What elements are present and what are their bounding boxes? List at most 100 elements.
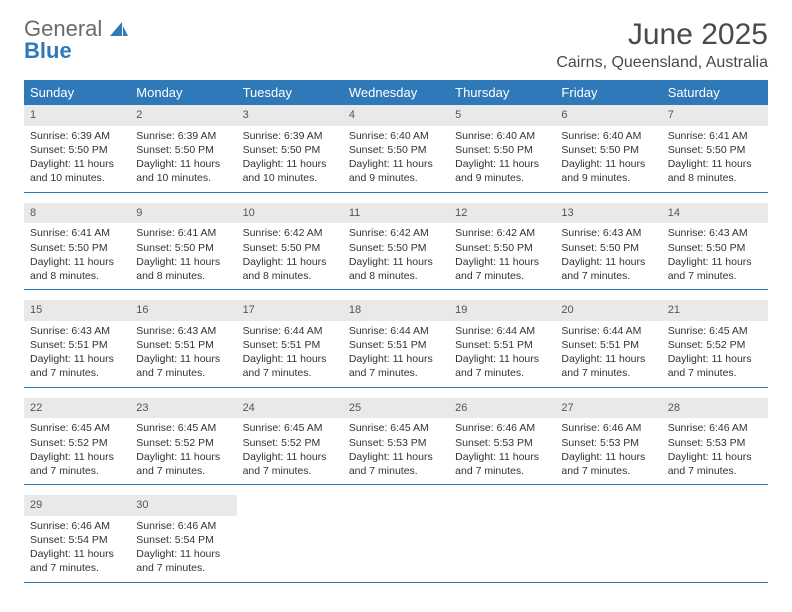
sunrise-text: Sunrise: 6:45 AM [243,421,337,435]
sunrise-text: Sunrise: 6:45 AM [136,421,230,435]
day-cell: 5Sunrise: 6:40 AMSunset: 5:50 PMDaylight… [449,105,555,192]
sunset-text: Sunset: 5:50 PM [349,241,443,255]
daylight-text: Daylight: 11 hours and 7 minutes. [668,352,762,380]
sunset-text: Sunset: 5:50 PM [455,241,549,255]
sunrise-text: Sunrise: 6:44 AM [455,324,549,338]
daylight-text: Daylight: 11 hours and 7 minutes. [668,255,762,283]
sunrise-text: Sunrise: 6:42 AM [455,226,549,240]
sunrise-text: Sunrise: 6:44 AM [243,324,337,338]
daylight-text: Daylight: 11 hours and 7 minutes. [455,352,549,380]
day-header: Sunday [24,80,130,105]
day-body: Sunrise: 6:46 AMSunset: 5:53 PMDaylight:… [662,418,768,484]
sunrise-text: Sunrise: 6:43 AM [136,324,230,338]
day-cell: 25Sunrise: 6:45 AMSunset: 5:53 PMDayligh… [343,398,449,485]
day-header: Saturday [662,80,768,105]
day-cell: 19Sunrise: 6:44 AMSunset: 5:51 PMDayligh… [449,300,555,387]
day-cell: 3Sunrise: 6:39 AMSunset: 5:50 PMDaylight… [237,105,343,192]
day-number: 6 [555,105,661,126]
sunrise-text: Sunrise: 6:44 AM [561,324,655,338]
logo-text-2: Blue [24,38,72,63]
day-cell: 16Sunrise: 6:43 AMSunset: 5:51 PMDayligh… [130,300,236,387]
day-number: 10 [237,203,343,224]
sunset-text: Sunset: 5:52 PM [243,436,337,450]
day-body: Sunrise: 6:41 AMSunset: 5:50 PMDaylight:… [24,223,130,289]
daylight-text: Daylight: 11 hours and 9 minutes. [455,157,549,185]
day-body: Sunrise: 6:46 AMSunset: 5:54 PMDaylight:… [130,516,236,582]
sunset-text: Sunset: 5:51 PM [30,338,124,352]
daylight-text: Daylight: 11 hours and 10 minutes. [136,157,230,185]
day-header-row: Sunday Monday Tuesday Wednesday Thursday… [24,80,768,105]
day-number: 9 [130,203,236,224]
day-body [555,516,661,574]
day-number: 3 [237,105,343,126]
week-row: 1Sunrise: 6:39 AMSunset: 5:50 PMDaylight… [24,105,768,193]
week-row: 22Sunrise: 6:45 AMSunset: 5:52 PMDayligh… [24,398,768,486]
day-number: 12 [449,203,555,224]
day-body: Sunrise: 6:43 AMSunset: 5:51 PMDaylight:… [130,321,236,387]
day-body: Sunrise: 6:40 AMSunset: 5:50 PMDaylight:… [555,126,661,192]
day-number: 26 [449,398,555,419]
day-body [237,516,343,574]
sunrise-text: Sunrise: 6:45 AM [349,421,443,435]
sunset-text: Sunset: 5:50 PM [30,241,124,255]
day-number: 30 [130,495,236,516]
sunrise-text: Sunrise: 6:46 AM [455,421,549,435]
day-cell: 30Sunrise: 6:46 AMSunset: 5:54 PMDayligh… [130,495,236,582]
day-body: Sunrise: 6:39 AMSunset: 5:50 PMDaylight:… [237,126,343,192]
day-body [343,516,449,574]
daylight-text: Daylight: 11 hours and 7 minutes. [349,352,443,380]
sunrise-text: Sunrise: 6:42 AM [349,226,443,240]
sunset-text: Sunset: 5:50 PM [136,143,230,157]
day-number: 17 [237,300,343,321]
daylight-text: Daylight: 11 hours and 10 minutes. [30,157,124,185]
day-number: 13 [555,203,661,224]
day-header: Tuesday [237,80,343,105]
day-cell: 6Sunrise: 6:40 AMSunset: 5:50 PMDaylight… [555,105,661,192]
sunset-text: Sunset: 5:51 PM [561,338,655,352]
daylight-text: Daylight: 11 hours and 10 minutes. [243,157,337,185]
sunrise-text: Sunrise: 6:39 AM [136,129,230,143]
sunset-text: Sunset: 5:53 PM [561,436,655,450]
daylight-text: Daylight: 11 hours and 7 minutes. [136,547,230,575]
day-cell: 14Sunrise: 6:43 AMSunset: 5:50 PMDayligh… [662,203,768,290]
day-body: Sunrise: 6:39 AMSunset: 5:50 PMDaylight:… [130,126,236,192]
sunrise-text: Sunrise: 6:40 AM [455,129,549,143]
day-number: 16 [130,300,236,321]
sunrise-text: Sunrise: 6:41 AM [136,226,230,240]
day-number: 24 [237,398,343,419]
day-cell: 28Sunrise: 6:46 AMSunset: 5:53 PMDayligh… [662,398,768,485]
daylight-text: Daylight: 11 hours and 8 minutes. [136,255,230,283]
sunrise-text: Sunrise: 6:40 AM [561,129,655,143]
sunrise-text: Sunrise: 6:46 AM [561,421,655,435]
logo: General Blue [24,18,128,62]
day-cell: 24 Sunrise: 6:45 AMSunset: 5:52 PMDayligh… [237,398,343,485]
day-number: 21 [662,300,768,321]
sunset-text: Sunset: 5:50 PM [136,241,230,255]
sunrise-text: Sunrise: 6:40 AM [349,129,443,143]
day-body: Sunrise: 6:45 AMSunset: 5:52 PMDaylight:… [130,418,236,484]
day-cell: 22Sunrise: 6:45 AMSunset: 5:52 PMDayligh… [24,398,130,485]
day-body [449,516,555,574]
header: General Blue June 2025 Cairns, Queenslan… [24,18,768,72]
sunset-text: Sunset: 5:51 PM [349,338,443,352]
day-cell: 1Sunrise: 6:39 AMSunset: 5:50 PMDaylight… [24,105,130,192]
day-cell: 12Sunrise: 6:42 AMSunset: 5:50 PMDayligh… [449,203,555,290]
day-body: Sunrise: 6:44 AMSunset: 5:51 PMDaylight:… [555,321,661,387]
day-body: Sunrise: 6:39 AMSunset: 5:50 PMDaylight:… [24,126,130,192]
day-number: 15 [24,300,130,321]
day-body: Sunrise: 6:42 AMSunset: 5:50 PMDaylight:… [237,223,343,289]
title-block: June 2025 Cairns, Queensland, Australia [556,18,768,72]
day-number: 29 [24,495,130,516]
sunset-text: Sunset: 5:52 PM [30,436,124,450]
day-body: Sunrise: 6:42 AMSunset: 5:50 PMDaylight:… [449,223,555,289]
daylight-text: Daylight: 11 hours and 7 minutes. [30,547,124,575]
daylight-text: Daylight: 11 hours and 7 minutes. [243,450,337,478]
day-number: 20 [555,300,661,321]
sunset-text: Sunset: 5:50 PM [668,241,762,255]
day-cell: 13Sunrise: 6:43 AMSunset: 5:50 PMDayligh… [555,203,661,290]
day-body: Sunrise: 6:45 AMSunset: 5:53 PMDaylight:… [343,418,449,484]
day-body: Sunrise: 6:45 AMSunset: 5:52 PMDaylight:… [24,418,130,484]
day-header: Thursday [449,80,555,105]
day-body: Sunrise: 6:41 AMSunset: 5:50 PMDaylight:… [130,223,236,289]
day-number: 2 [130,105,236,126]
